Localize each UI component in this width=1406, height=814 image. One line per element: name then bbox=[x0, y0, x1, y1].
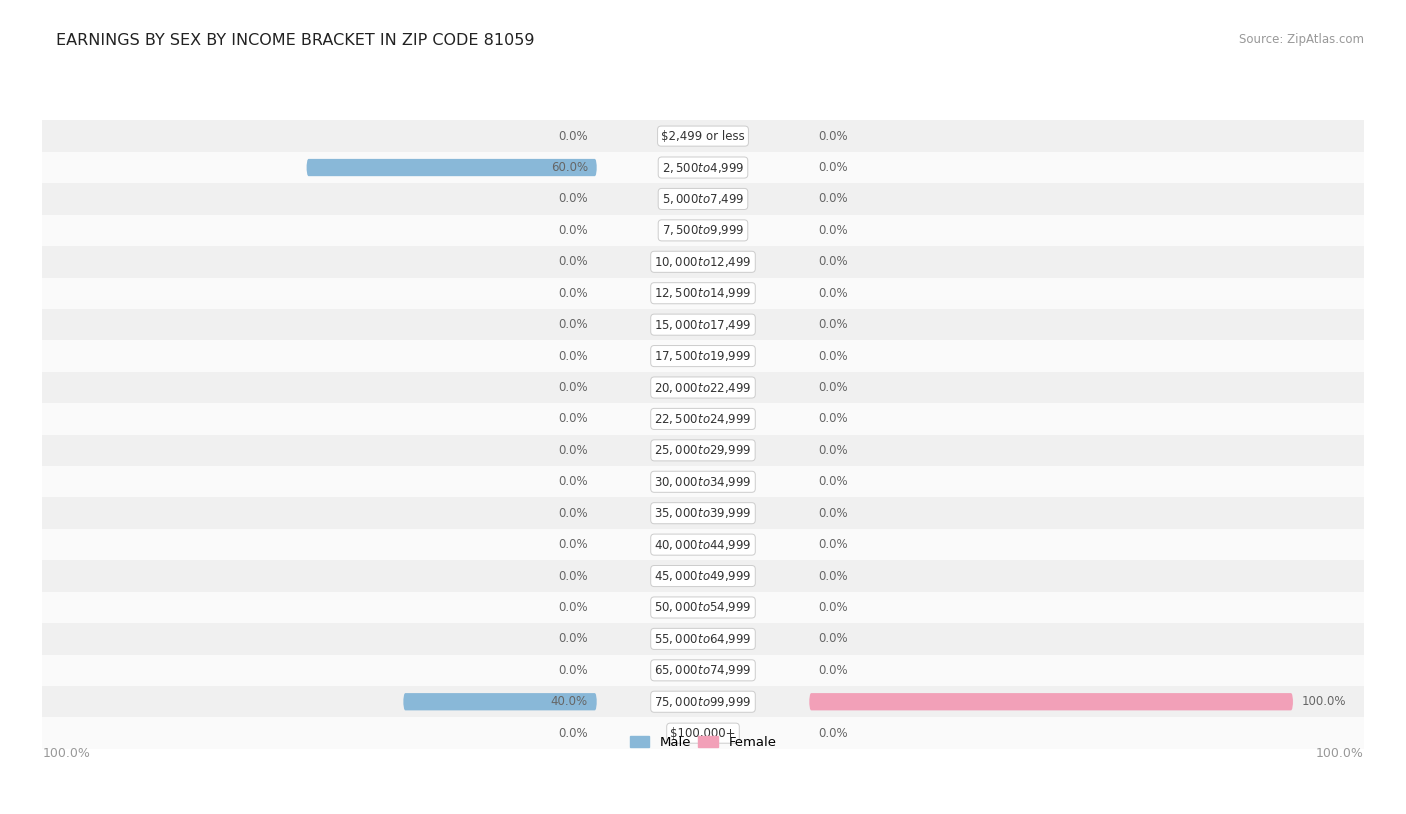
Text: 0.0%: 0.0% bbox=[558, 506, 588, 519]
FancyBboxPatch shape bbox=[404, 693, 596, 711]
Text: $5,000 to $7,499: $5,000 to $7,499 bbox=[662, 192, 744, 206]
FancyBboxPatch shape bbox=[307, 159, 596, 176]
Text: $45,000 to $49,999: $45,000 to $49,999 bbox=[654, 569, 752, 583]
Text: $10,000 to $12,499: $10,000 to $12,499 bbox=[654, 255, 752, 269]
Text: $20,000 to $22,499: $20,000 to $22,499 bbox=[654, 380, 752, 395]
Text: 0.0%: 0.0% bbox=[818, 318, 848, 331]
Text: 0.0%: 0.0% bbox=[558, 570, 588, 583]
Text: 0.0%: 0.0% bbox=[558, 632, 588, 646]
Text: $50,000 to $54,999: $50,000 to $54,999 bbox=[654, 601, 752, 615]
Bar bbox=[42, 686, 1364, 717]
Text: 0.0%: 0.0% bbox=[818, 727, 848, 740]
Bar bbox=[42, 717, 1364, 749]
Text: $12,500 to $14,999: $12,500 to $14,999 bbox=[654, 287, 752, 300]
Text: 0.0%: 0.0% bbox=[818, 570, 848, 583]
Bar bbox=[42, 183, 1364, 215]
Text: 0.0%: 0.0% bbox=[818, 129, 848, 142]
Bar bbox=[42, 309, 1364, 340]
Text: 0.0%: 0.0% bbox=[818, 601, 848, 614]
Text: $15,000 to $17,499: $15,000 to $17,499 bbox=[654, 317, 752, 331]
Text: 0.0%: 0.0% bbox=[818, 444, 848, 457]
Text: 0.0%: 0.0% bbox=[818, 538, 848, 551]
Bar bbox=[42, 215, 1364, 246]
Bar bbox=[42, 372, 1364, 403]
Text: $2,500 to $4,999: $2,500 to $4,999 bbox=[662, 160, 744, 174]
Text: Source: ZipAtlas.com: Source: ZipAtlas.com bbox=[1239, 33, 1364, 46]
Bar bbox=[42, 120, 1364, 152]
Text: EARNINGS BY SEX BY INCOME BRACKET IN ZIP CODE 81059: EARNINGS BY SEX BY INCOME BRACKET IN ZIP… bbox=[56, 33, 534, 47]
Text: $65,000 to $74,999: $65,000 to $74,999 bbox=[654, 663, 752, 677]
Text: 60.0%: 60.0% bbox=[551, 161, 588, 174]
Text: 0.0%: 0.0% bbox=[818, 381, 848, 394]
Text: 0.0%: 0.0% bbox=[818, 664, 848, 676]
Bar bbox=[42, 529, 1364, 560]
Text: 0.0%: 0.0% bbox=[818, 506, 848, 519]
Text: $25,000 to $29,999: $25,000 to $29,999 bbox=[654, 444, 752, 457]
Text: 40.0%: 40.0% bbox=[551, 695, 588, 708]
Text: $55,000 to $64,999: $55,000 to $64,999 bbox=[654, 632, 752, 646]
Text: 100.0%: 100.0% bbox=[42, 747, 90, 760]
Text: 0.0%: 0.0% bbox=[558, 727, 588, 740]
Text: 0.0%: 0.0% bbox=[558, 538, 588, 551]
Bar bbox=[42, 560, 1364, 592]
Text: $35,000 to $39,999: $35,000 to $39,999 bbox=[654, 506, 752, 520]
Text: 0.0%: 0.0% bbox=[818, 632, 848, 646]
Text: 0.0%: 0.0% bbox=[818, 161, 848, 174]
Text: $40,000 to $44,999: $40,000 to $44,999 bbox=[654, 537, 752, 552]
Bar bbox=[42, 403, 1364, 435]
Text: 0.0%: 0.0% bbox=[558, 444, 588, 457]
Text: 0.0%: 0.0% bbox=[558, 129, 588, 142]
Bar bbox=[42, 497, 1364, 529]
Bar bbox=[42, 466, 1364, 497]
Text: $22,500 to $24,999: $22,500 to $24,999 bbox=[654, 412, 752, 426]
Bar bbox=[42, 246, 1364, 278]
Text: $100,000+: $100,000+ bbox=[671, 727, 735, 740]
Text: 0.0%: 0.0% bbox=[558, 475, 588, 488]
Text: 0.0%: 0.0% bbox=[818, 349, 848, 362]
Text: 0.0%: 0.0% bbox=[558, 256, 588, 269]
Text: 0.0%: 0.0% bbox=[818, 287, 848, 300]
Text: 100.0%: 100.0% bbox=[1302, 695, 1347, 708]
Text: 0.0%: 0.0% bbox=[558, 224, 588, 237]
Text: 0.0%: 0.0% bbox=[558, 287, 588, 300]
Text: 0.0%: 0.0% bbox=[558, 664, 588, 676]
Bar bbox=[42, 435, 1364, 466]
Legend: Male, Female: Male, Female bbox=[630, 736, 776, 749]
Text: $30,000 to $34,999: $30,000 to $34,999 bbox=[654, 475, 752, 488]
Text: 0.0%: 0.0% bbox=[558, 349, 588, 362]
Text: 0.0%: 0.0% bbox=[558, 601, 588, 614]
Text: 0.0%: 0.0% bbox=[818, 413, 848, 426]
Text: 0.0%: 0.0% bbox=[818, 224, 848, 237]
Text: $17,500 to $19,999: $17,500 to $19,999 bbox=[654, 349, 752, 363]
Text: 0.0%: 0.0% bbox=[558, 318, 588, 331]
Text: $75,000 to $99,999: $75,000 to $99,999 bbox=[654, 694, 752, 709]
Text: 0.0%: 0.0% bbox=[558, 381, 588, 394]
Text: 0.0%: 0.0% bbox=[558, 413, 588, 426]
Text: $7,500 to $9,999: $7,500 to $9,999 bbox=[662, 223, 744, 238]
Bar bbox=[42, 592, 1364, 624]
Bar bbox=[42, 340, 1364, 372]
FancyBboxPatch shape bbox=[810, 693, 1294, 711]
Text: 100.0%: 100.0% bbox=[1316, 747, 1364, 760]
Text: 0.0%: 0.0% bbox=[558, 192, 588, 205]
Bar bbox=[42, 152, 1364, 183]
Bar bbox=[42, 624, 1364, 654]
Text: 0.0%: 0.0% bbox=[818, 256, 848, 269]
Text: $2,499 or less: $2,499 or less bbox=[661, 129, 745, 142]
Text: 0.0%: 0.0% bbox=[818, 192, 848, 205]
Bar bbox=[42, 278, 1364, 309]
Bar bbox=[42, 654, 1364, 686]
Text: 0.0%: 0.0% bbox=[818, 475, 848, 488]
